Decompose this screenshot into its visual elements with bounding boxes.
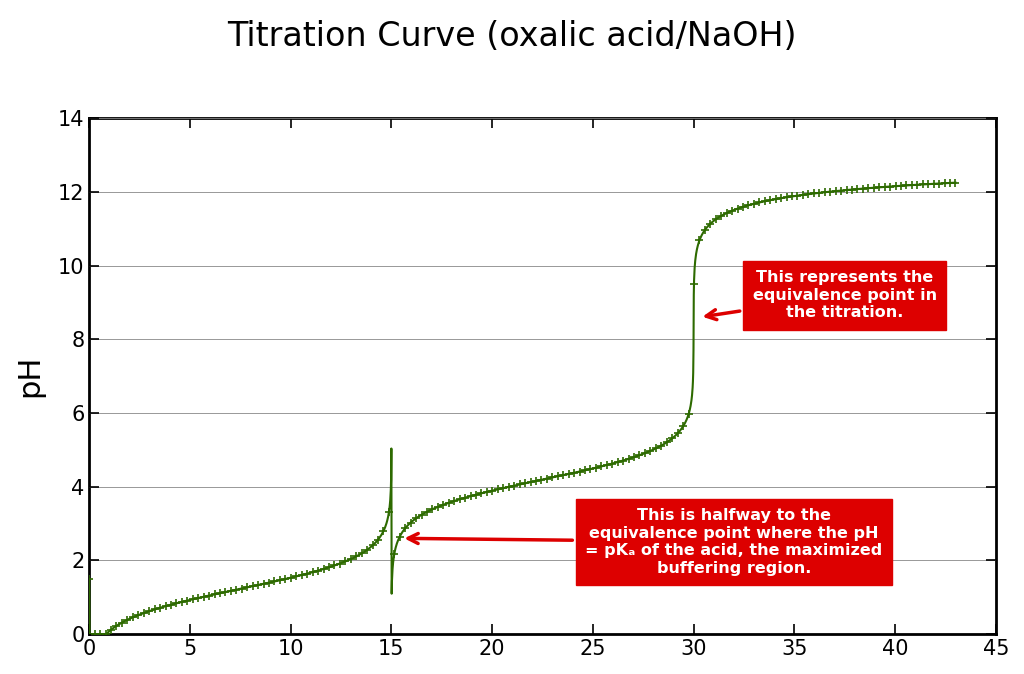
Text: This represents the
equivalence point in
the titration.: This represents the equivalence point in… — [707, 270, 937, 320]
Text: This is halfway to the
equivalence point where the pH
= pKₐ of the acid, the max: This is halfway to the equivalence point… — [409, 508, 883, 576]
Y-axis label: pH: pH — [15, 355, 44, 398]
Text: Titration Curve (oxalic acid/NaOH): Titration Curve (oxalic acid/NaOH) — [227, 20, 797, 53]
